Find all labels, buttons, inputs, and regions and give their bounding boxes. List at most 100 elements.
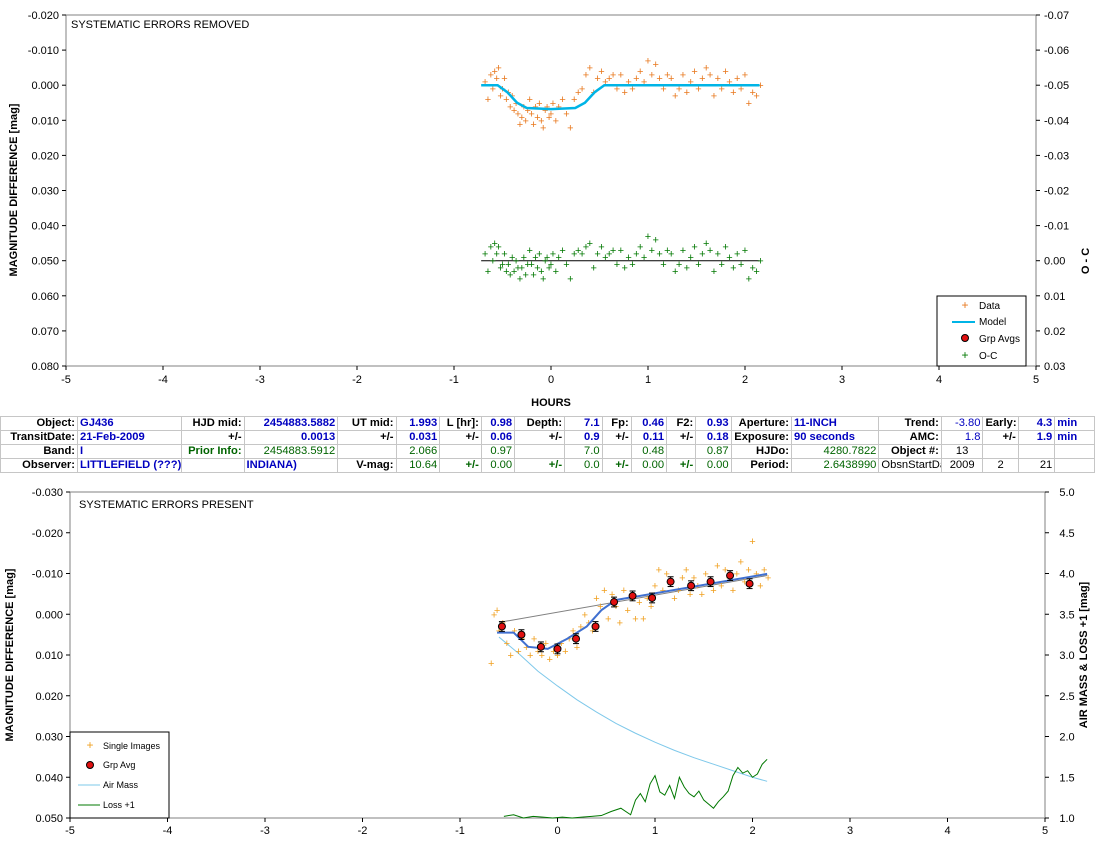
single-image-point: + bbox=[718, 581, 724, 593]
data-point: + bbox=[548, 108, 554, 120]
oc-point: + bbox=[548, 259, 554, 271]
oc-point: + bbox=[497, 263, 503, 275]
single-image-point: + bbox=[687, 589, 693, 601]
data-point: + bbox=[699, 73, 705, 85]
y2-tick-label: -0.02 bbox=[1044, 186, 1069, 198]
info-cell: 2.066 bbox=[395, 444, 441, 459]
data-point: + bbox=[656, 73, 662, 85]
oc-point: + bbox=[622, 263, 628, 275]
data-point: + bbox=[622, 87, 628, 99]
info-cell bbox=[666, 444, 697, 459]
data-point: + bbox=[553, 115, 559, 127]
single-image-point: + bbox=[546, 654, 552, 666]
transit-info-table: Object: GJ436 HJD mid: 2454883.5882 UT mid: 1… bbox=[0, 416, 1099, 476]
y-tick-label: 0.060 bbox=[31, 291, 59, 303]
single-image-point: + bbox=[656, 564, 662, 576]
data-point: + bbox=[738, 84, 744, 96]
y-tick-label: 0.000 bbox=[35, 609, 63, 621]
data-point: + bbox=[556, 101, 562, 113]
oc-point: + bbox=[614, 259, 620, 271]
x-tick-label: 0 bbox=[548, 374, 554, 386]
oc-point: + bbox=[505, 259, 511, 271]
data-point: + bbox=[540, 122, 546, 134]
data-point: + bbox=[507, 101, 513, 113]
single-image-point: + bbox=[504, 638, 510, 650]
oc-point: + bbox=[519, 263, 525, 275]
data-point: + bbox=[544, 101, 550, 113]
info-cell: UT mid: bbox=[337, 416, 397, 431]
data-point: + bbox=[687, 77, 693, 89]
oc-point: + bbox=[594, 249, 600, 261]
data-point: + bbox=[519, 112, 525, 124]
info-cell: LITTLEFIELD (???) bbox=[77, 458, 183, 473]
y-tick-label: -0.030 bbox=[32, 487, 63, 499]
single-image-point: + bbox=[741, 577, 747, 589]
single-image-point: + bbox=[652, 581, 658, 593]
info-cell: +/- bbox=[601, 430, 632, 445]
oc-point: + bbox=[482, 249, 488, 261]
y2-tick-label: -0.05 bbox=[1044, 80, 1069, 92]
data-point: + bbox=[488, 70, 494, 82]
data-point: + bbox=[746, 98, 752, 110]
legend-grp-avg-label: Grp Avg bbox=[103, 760, 135, 770]
info-grid: Object: GJ436 HJD mid: 2454883.5882 UT mid: 1… bbox=[0, 416, 1095, 473]
y2-tick-label: 0.01 bbox=[1044, 291, 1065, 303]
info-cell: 4.3 bbox=[1017, 416, 1056, 431]
single-image-point: + bbox=[511, 626, 517, 638]
single-image-point: + bbox=[609, 589, 615, 601]
data-point: + bbox=[517, 119, 523, 131]
info-cell bbox=[514, 444, 566, 459]
data-point: + bbox=[645, 56, 651, 68]
info-cell: GJ436 bbox=[77, 416, 183, 431]
info-cell: +/- bbox=[601, 458, 632, 473]
info-cell: Band: bbox=[0, 444, 79, 459]
single-image-point: + bbox=[745, 564, 751, 576]
single-image-point: + bbox=[488, 658, 494, 670]
single-image-point: + bbox=[660, 585, 666, 597]
oc-point: + bbox=[726, 252, 732, 264]
y2-tick-label: 0.02 bbox=[1044, 326, 1065, 338]
info-row: Band: I Prior Info: 2454883.5912 2.066 0.97 7.… bbox=[0, 444, 1095, 459]
oc-point: + bbox=[680, 245, 686, 257]
grp-avg-point bbox=[572, 634, 581, 643]
data-point: + bbox=[672, 91, 678, 103]
info-cell: +/- bbox=[439, 430, 482, 445]
x-tick-label: 0 bbox=[554, 825, 560, 837]
y-tick-label: 0.040 bbox=[35, 772, 63, 784]
y2-tick-label: 2.5 bbox=[1059, 691, 1074, 703]
data-point: + bbox=[676, 84, 682, 96]
y-tick-label: 0.030 bbox=[31, 186, 59, 198]
info-cell: +/- bbox=[982, 430, 1019, 445]
oc-point: + bbox=[563, 259, 569, 271]
x-tick-label: 5 bbox=[1033, 374, 1039, 386]
single-image-point: + bbox=[593, 593, 599, 605]
bottom-y-axis-label: MAGNITUDE DIFFERENCE [mag] bbox=[4, 568, 16, 741]
data-point: + bbox=[563, 108, 569, 120]
info-cell: 0.06 bbox=[480, 430, 516, 445]
x-tick-label: 1 bbox=[652, 825, 658, 837]
oc-point: + bbox=[742, 245, 748, 257]
data-point: + bbox=[637, 66, 643, 78]
info-cell: HJDo: bbox=[730, 444, 792, 459]
data-point: + bbox=[715, 73, 721, 85]
x-tick-label: -1 bbox=[449, 374, 459, 386]
grp-avg-point bbox=[648, 593, 657, 602]
data-point: + bbox=[513, 98, 519, 110]
single-image-point: + bbox=[527, 650, 533, 662]
bottom-chart: SYSTEMATIC ERRORS PRESENT -5 -4 -3 -2 -1 0 1 2 3… bbox=[4, 487, 1090, 837]
single-image-point: + bbox=[636, 597, 642, 609]
data-point: + bbox=[594, 73, 600, 85]
oc-point: + bbox=[523, 270, 529, 282]
top-y-axis-label: MAGNITUDE DIFFERENCE [mag] bbox=[8, 103, 20, 276]
y2-tick-label: 3.5 bbox=[1059, 609, 1074, 621]
single-image-point: + bbox=[722, 564, 728, 576]
data-point: + bbox=[625, 77, 631, 89]
oc-point: + bbox=[757, 256, 763, 268]
data-point: + bbox=[523, 115, 529, 127]
info-cell bbox=[982, 444, 1019, 459]
single-image-point: + bbox=[554, 650, 560, 662]
top-plot-area bbox=[65, 14, 1037, 367]
data-point: + bbox=[629, 84, 635, 96]
single-image-point: + bbox=[691, 573, 697, 585]
oc-point: + bbox=[513, 256, 519, 268]
